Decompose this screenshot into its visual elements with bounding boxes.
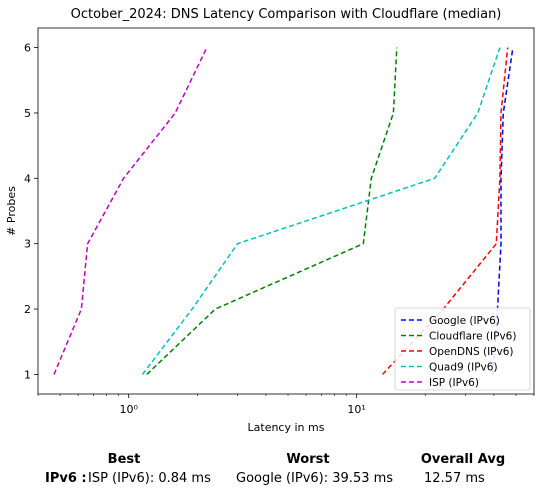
summary-table: Best Worst Overall Avg IPv6 : ISP (IPv6)… [0,450,541,496]
best-header: Best [107,452,141,467]
y-tick-label-1: 1 [24,368,31,381]
avg-value: 12.57 ms [424,471,485,486]
y-tick-label-3: 3 [24,238,31,251]
x-axis-label: Latency in ms [248,421,325,434]
chart-title: October_2024: DNS Latency Comparison wit… [71,7,502,22]
y-tick-label-2: 2 [24,303,31,316]
legend-box [394,307,531,391]
legend-label-opendns-ipv6: OpenDNS (IPv6) [429,346,514,358]
ipv6-row-label: IPv6 : [45,471,87,486]
series-line-quad9-ipv6 [141,47,501,375]
y-tick-label-5: 5 [24,107,31,120]
legend-label-cloudflare-ipv6: Cloudflare (IPv6) [429,331,516,343]
y-tick-label-4: 4 [24,172,31,185]
x-tick-label-1: 10⁰ [119,403,138,416]
series-line-cloudflare-ipv6 [146,47,398,375]
y-tick-label-6: 6 [24,42,31,55]
legend-label-quad9-ipv6: Quad9 (IPv6) [429,362,498,374]
series-line-google-ipv6 [491,47,514,375]
x-tick-label-10: 10¹ [347,403,365,416]
chart: October_2024: DNS Latency Comparison wit… [5,7,535,434]
legend-label-google-ipv6: Google (IPv6) [429,315,500,327]
best-value: ISP (IPv6): 0.84 ms [88,471,211,486]
legend: Google (IPv6) Cloudflare (IPv6) OpenDNS (I… [394,307,531,391]
legend-label-isp-ipv6: ISP (IPv6) [429,377,479,389]
plot-frame [37,27,535,395]
worst-header: Worst [286,452,330,467]
worst-value: Google (IPv6): 39.53 ms [236,471,394,486]
y-axis-label: # Probes [5,186,18,236]
series-line-isp-ipv6 [53,47,208,375]
avg-header: Overall Avg [420,452,506,467]
plot-area: 1 2 3 4 5 6 10⁰ 10¹ [24,27,535,416]
